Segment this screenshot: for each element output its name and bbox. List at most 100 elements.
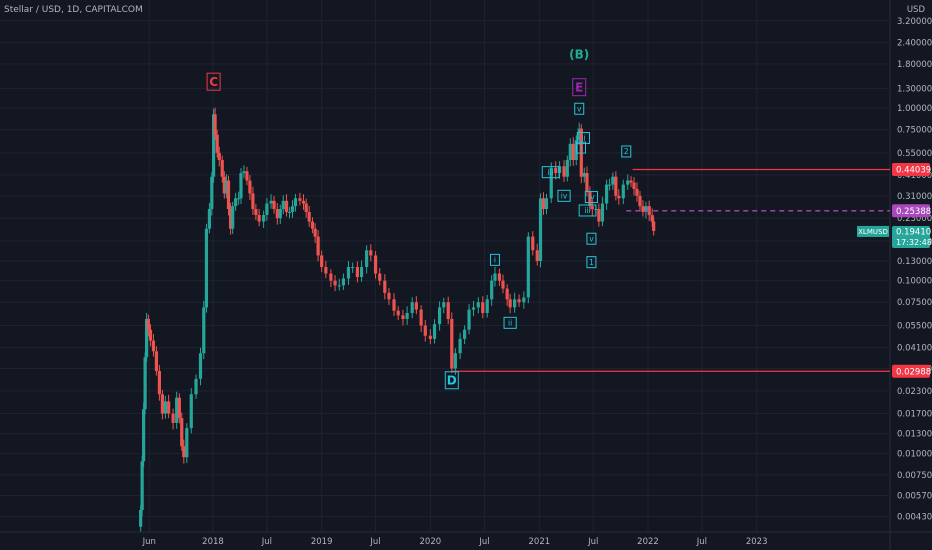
candle-body xyxy=(222,176,226,194)
candle-body xyxy=(234,198,238,207)
x-tick-label: Jun xyxy=(142,537,156,547)
y-tick-label: 0.31000 xyxy=(897,192,932,202)
candle-body xyxy=(611,176,615,185)
y-tick-label: 0.01000 xyxy=(897,449,932,459)
y-tick-label: 1.00000 xyxy=(897,104,932,114)
candle-body xyxy=(217,152,221,160)
candle-body xyxy=(194,378,198,395)
wave-label: iv xyxy=(588,193,595,202)
wave-label: D xyxy=(447,374,457,388)
wave-label: C xyxy=(209,75,218,89)
candle-body xyxy=(508,299,512,308)
x-tick-label: Jul xyxy=(587,537,598,547)
candle-body xyxy=(269,200,273,204)
candle-body xyxy=(493,273,497,281)
y-tick-label: 0.05500 xyxy=(897,322,932,332)
candle-body xyxy=(337,285,341,287)
candle-body xyxy=(316,236,320,256)
candle-body xyxy=(278,209,282,219)
candle-body xyxy=(171,413,175,423)
y-tick-label: 0.00570 xyxy=(897,492,932,502)
candle-body xyxy=(644,206,648,212)
current-price-box xyxy=(892,225,930,248)
candle-body xyxy=(446,302,450,319)
candle-body xyxy=(517,299,521,303)
candle-body xyxy=(401,315,405,319)
candle-body xyxy=(471,307,476,310)
candle-body xyxy=(287,211,292,213)
candle-body xyxy=(458,338,462,354)
candle-body xyxy=(590,206,594,210)
candle-body xyxy=(333,280,337,286)
x-tick-label: 2021 xyxy=(529,537,551,547)
wave-label: i xyxy=(494,256,496,265)
candle-body xyxy=(437,307,442,325)
x-tick-label: Jul xyxy=(696,537,707,547)
y-tick-label: 3.20000 xyxy=(897,17,932,27)
candle-body xyxy=(204,228,209,308)
y-tick-label: 1.80000 xyxy=(897,60,932,70)
candle-body xyxy=(378,273,382,281)
wave-label-box xyxy=(584,191,599,204)
candle-body xyxy=(453,353,457,369)
candle-body xyxy=(265,203,269,216)
y-tick-label: 0.07500 xyxy=(897,298,932,308)
wave-label: iii xyxy=(584,206,590,215)
wave-label: E xyxy=(575,80,583,94)
candle-body xyxy=(414,302,418,310)
candle-body xyxy=(365,250,369,268)
wave-label: 1 xyxy=(589,258,594,267)
candle-body xyxy=(526,236,530,298)
y-tick-label: 2.40000 xyxy=(897,38,932,48)
wave-label-box xyxy=(586,256,597,269)
x-tick-label: 2023 xyxy=(746,537,768,547)
candle-body xyxy=(450,318,454,369)
candle-body xyxy=(175,397,179,423)
candle-body xyxy=(226,180,231,210)
candle-body xyxy=(320,255,324,268)
candle-body xyxy=(301,200,306,204)
candle-body xyxy=(293,198,298,207)
candle-body xyxy=(307,211,311,222)
candle-body xyxy=(310,221,315,229)
wave-label-box xyxy=(206,72,221,91)
candle-body xyxy=(597,209,601,222)
candle-body xyxy=(341,278,346,286)
candle-body xyxy=(224,180,228,194)
candle-body xyxy=(290,206,295,212)
level-label: 0.02988 xyxy=(896,367,931,377)
candle-body xyxy=(139,509,143,527)
candle-body xyxy=(650,215,654,222)
candle-body xyxy=(215,134,219,153)
candle-body xyxy=(513,299,517,308)
candle-body xyxy=(262,215,266,222)
candle-body xyxy=(248,180,252,194)
wave-label-box xyxy=(576,141,587,154)
candle-body xyxy=(410,302,414,313)
candle-body xyxy=(142,409,146,462)
candle-body xyxy=(557,166,562,174)
candle-body xyxy=(585,173,589,192)
candle-body xyxy=(588,191,592,207)
candle-body xyxy=(501,280,505,289)
wave-label: v xyxy=(589,234,594,243)
current-price-label: 0.19410 xyxy=(896,227,931,237)
candle-body xyxy=(562,166,566,177)
candle-body xyxy=(151,340,156,352)
level-label-box xyxy=(892,204,930,218)
candle-body xyxy=(571,143,575,160)
candle-body xyxy=(635,188,639,196)
wave-label-box xyxy=(574,102,585,115)
y-tick-label: 0.55000 xyxy=(897,149,932,159)
y-unit-label: USD xyxy=(907,5,926,15)
x-tick-label: 2020 xyxy=(420,537,442,547)
candle-body xyxy=(383,280,387,293)
level-label: 0.44039 xyxy=(896,166,931,176)
y-tick-label: 0.00430 xyxy=(897,513,932,523)
x-tick-label: Jul xyxy=(261,537,272,547)
candle-body xyxy=(167,401,171,414)
candle-body xyxy=(467,309,471,330)
